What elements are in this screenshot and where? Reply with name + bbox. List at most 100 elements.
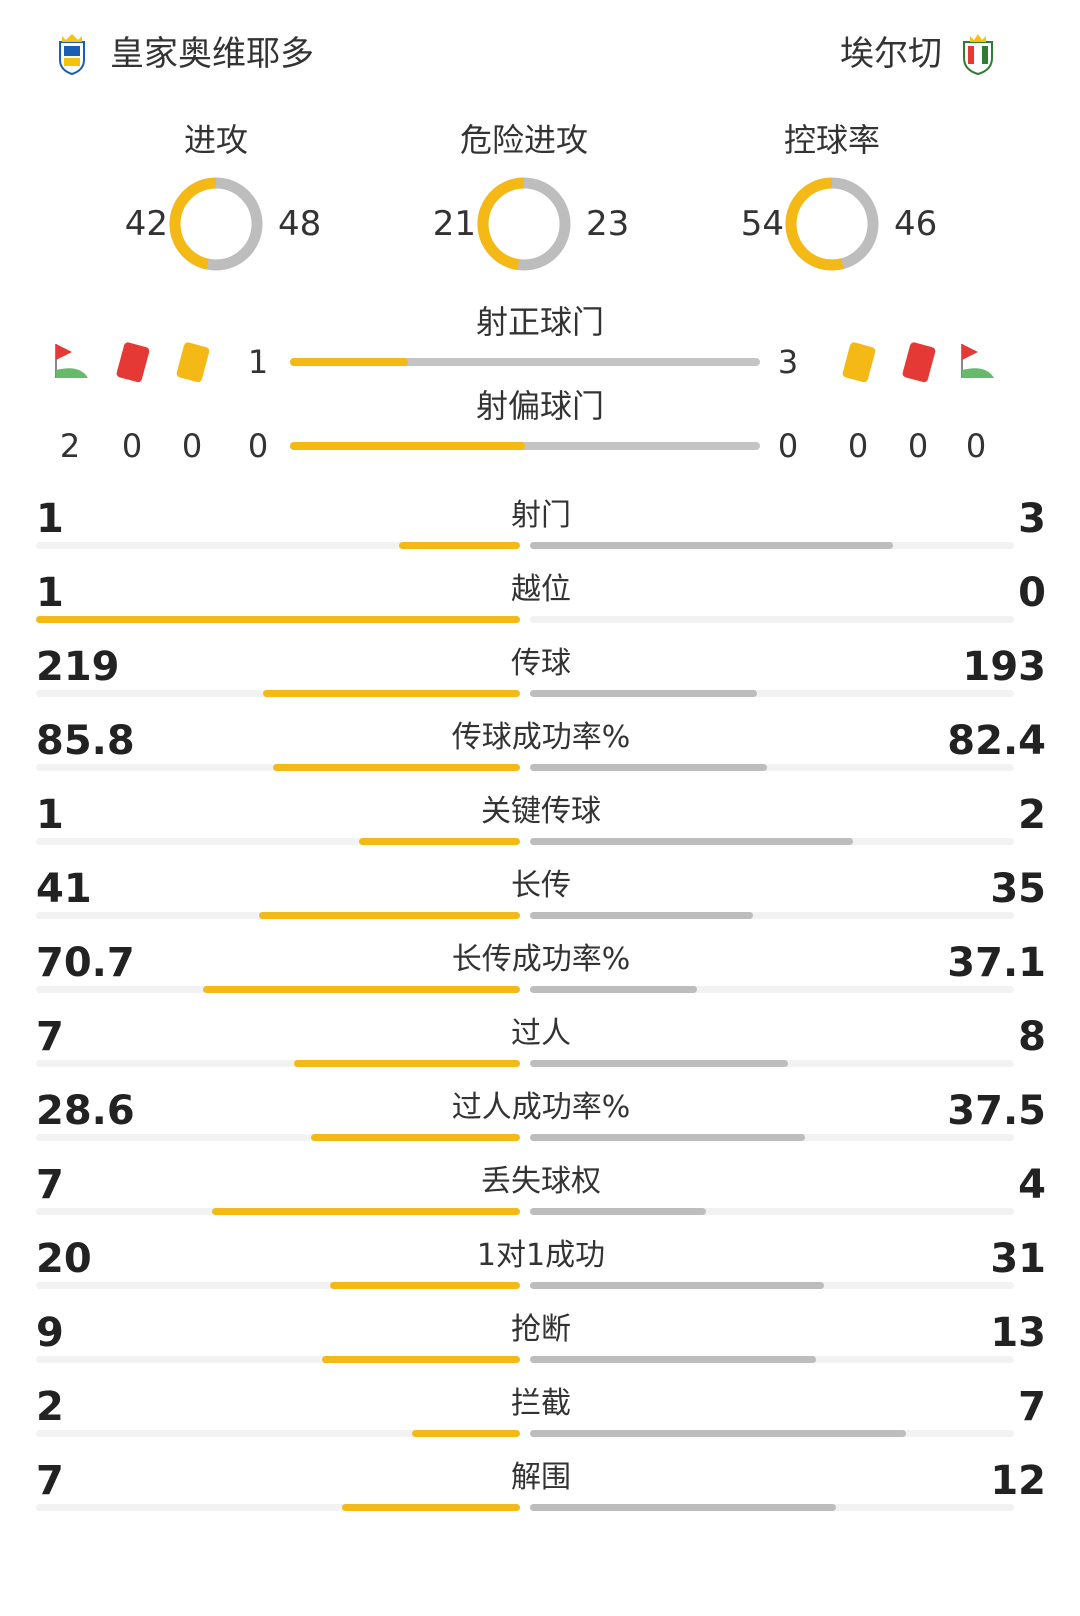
- stat-row: 1 越位 0: [36, 568, 1046, 642]
- stat-away-track: [530, 764, 1014, 771]
- stat-away-value: 8: [1018, 1014, 1046, 1060]
- stat-label: 传球成功率%: [451, 720, 631, 755]
- stat-row: 1 关键传球 2: [36, 790, 1046, 864]
- stat-label: 传球: [511, 646, 571, 681]
- stat-home-bar: [341, 1504, 520, 1511]
- stat-away-bar: [530, 764, 768, 771]
- stat-home-value: 219: [36, 644, 120, 690]
- stat-away-value: 82.4: [947, 718, 1046, 764]
- stat-row: 28.6 过人成功率% 37.5: [36, 1086, 1046, 1160]
- stat-away-value: 2: [1018, 792, 1046, 838]
- stat-home-value: 7: [36, 1014, 64, 1060]
- ring-home-arc: [169, 177, 263, 271]
- stat-home-track: [36, 542, 520, 549]
- stat-away-bar: [530, 1060, 789, 1067]
- stat-away-bar: [530, 542, 893, 549]
- home-corner-flag-icon: [50, 340, 90, 384]
- stat-label: 过人: [511, 1016, 571, 1051]
- stat-label: 射门: [511, 498, 571, 533]
- stat-home-value: 7: [36, 1458, 64, 1504]
- stat-away-bar: [530, 912, 753, 919]
- stat-home-bar: [273, 764, 520, 771]
- shots-on-target-bar: [290, 358, 760, 366]
- ring-title: 进攻: [183, 121, 248, 159]
- stat-home-bar: [202, 986, 520, 993]
- stat-home-bar: [330, 1282, 520, 1289]
- stat-home-value: 20: [36, 1236, 92, 1282]
- stat-home-track: [36, 1504, 520, 1511]
- stat-row: 20 1对1成功 31: [36, 1234, 1046, 1308]
- stat-away-bar: [530, 1430, 907, 1437]
- home-yellow-cards-count: 0: [181, 427, 203, 465]
- stat-row: 219 传球 193: [36, 642, 1046, 716]
- stat-home-track: [36, 1430, 520, 1437]
- shots-off-target-home-fill: [290, 442, 525, 450]
- stat-home-bar: [294, 1060, 520, 1067]
- home-yellow-card-icon: [172, 340, 212, 384]
- stat-away-bar: [530, 986, 697, 993]
- stat-home-value: 9: [36, 1310, 64, 1356]
- stat-home-track: [36, 838, 520, 845]
- stat-away-bar: [530, 1504, 836, 1511]
- ring-title: 危险进攻: [459, 121, 588, 159]
- stat-away-value: 0: [1018, 570, 1046, 616]
- stat-home-bar: [399, 542, 520, 549]
- stat-home-bar: [322, 1356, 520, 1363]
- stat-home-bar: [212, 1208, 520, 1215]
- home-shots-on-target: 1: [247, 343, 269, 381]
- stat-away-value: 35: [990, 866, 1046, 912]
- stat-away-bar: [530, 1356, 816, 1363]
- stat-away-value: 7: [1018, 1384, 1046, 1430]
- stat-label: 越位: [511, 572, 571, 607]
- stat-away-bar: [530, 838, 853, 845]
- stat-away-bar: [530, 1208, 706, 1215]
- away-shots-off-target: 0: [777, 427, 799, 465]
- away-shots-on-target: 3: [777, 343, 799, 381]
- stat-away-value: 4: [1018, 1162, 1046, 1208]
- stat-home-track: [36, 1134, 520, 1141]
- away-corner-flag-icon: [956, 340, 996, 384]
- stat-away-value: 3: [1018, 496, 1046, 542]
- shots-off-target-title: 射偏球门: [475, 387, 604, 425]
- shots-off-target-bar: [290, 442, 760, 450]
- stat-home-bar: [258, 912, 520, 919]
- ring-home-arc: [477, 177, 571, 271]
- stat-home-bar: [310, 1134, 520, 1141]
- stat-away-value: 12: [990, 1458, 1046, 1504]
- stat-away-track: [530, 616, 1014, 623]
- ring-chart: [784, 176, 880, 272]
- stat-home-value: 70.7: [36, 940, 135, 986]
- stat-home-value: 2: [36, 1384, 64, 1430]
- away-red-cards-count: 0: [907, 427, 929, 465]
- stat-row: 1 射门 3: [36, 494, 1046, 568]
- stat-away-value: 37.1: [947, 940, 1046, 986]
- stat-row: 70.7 长传成功率% 37.1: [36, 938, 1046, 1012]
- stat-row: 9 抢断 13: [36, 1308, 1046, 1382]
- stat-away-track: [530, 912, 1014, 919]
- stat-home-track: [36, 1282, 520, 1289]
- home-corners-count: 2: [59, 427, 81, 465]
- ring-chart: [168, 176, 264, 272]
- stat-label: 解围: [511, 1460, 571, 1495]
- home-red-cards-count: 0: [121, 427, 143, 465]
- stat-row: 2 拦截 7: [36, 1382, 1046, 1456]
- ring-away-value: 46: [894, 204, 938, 244]
- stat-away-bar: [530, 690, 757, 697]
- away-red-card-icon: [898, 340, 938, 384]
- stat-home-bar: [412, 1430, 520, 1437]
- shots-on-target-home-fill: [290, 358, 408, 366]
- stat-home-bar: [36, 616, 520, 623]
- stat-label: 过人成功率%: [451, 1090, 631, 1125]
- stat-home-value: 1: [36, 570, 64, 616]
- stat-home-value: 28.6: [36, 1088, 135, 1134]
- shots-on-target-title: 射正球门: [475, 303, 604, 341]
- stat-row: 85.8 传球成功率% 82.4: [36, 716, 1046, 790]
- home-team-name[interactable]: 皇家奥维耶多: [110, 34, 314, 74]
- stat-label: 长传成功率%: [451, 942, 631, 977]
- stat-row: 7 解围 12: [36, 1456, 1046, 1530]
- ring-chart: [476, 176, 572, 272]
- away-team-name[interactable]: 埃尔切: [840, 34, 942, 74]
- stat-home-value: 1: [36, 792, 64, 838]
- stat-label: 丢失球权: [481, 1164, 601, 1199]
- stat-label: 拦截: [511, 1386, 571, 1421]
